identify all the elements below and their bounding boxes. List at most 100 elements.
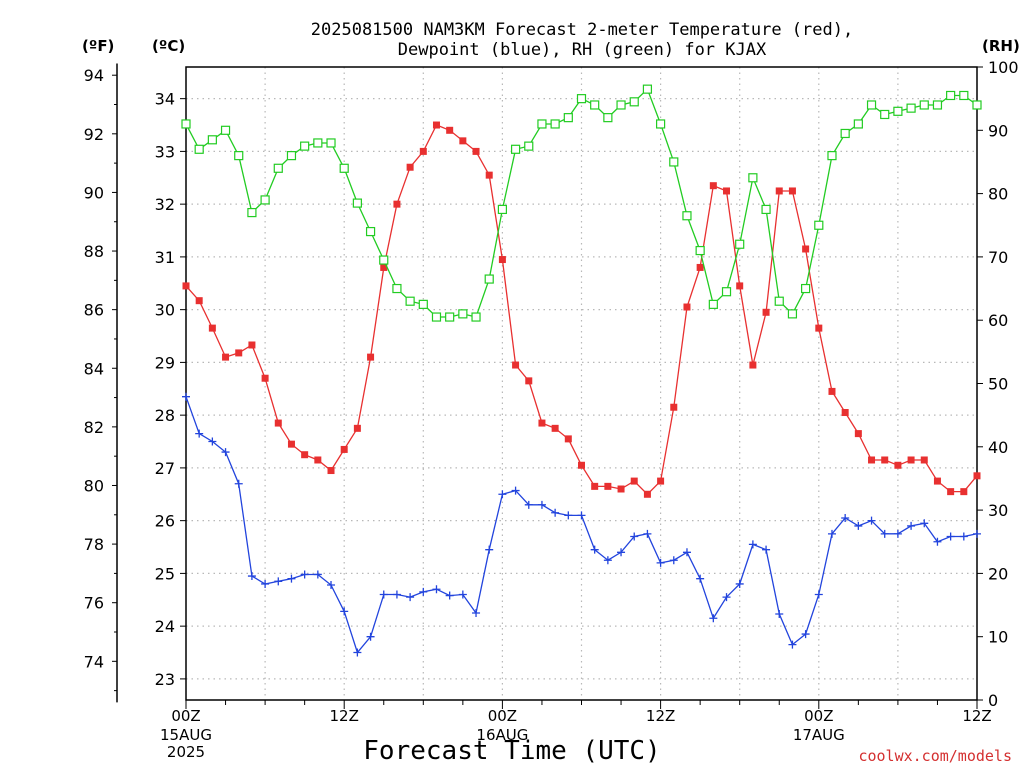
temperature-point xyxy=(723,187,731,195)
dewpoint-point xyxy=(498,490,507,499)
temperature-point xyxy=(960,488,968,496)
rh-point xyxy=(946,90,956,101)
x-tick-label: 12Z xyxy=(962,707,991,725)
dewpoint-point xyxy=(643,529,652,538)
rh-point xyxy=(418,299,428,309)
dewpoint-point xyxy=(195,429,204,438)
rh-point xyxy=(576,94,587,104)
temperature-point xyxy=(525,377,533,385)
temperature-point xyxy=(446,126,454,134)
dewpoint-point xyxy=(709,614,718,623)
temperature-point xyxy=(327,467,335,475)
temperature-point xyxy=(564,435,572,443)
rh-point xyxy=(273,163,283,173)
rh-point xyxy=(234,151,244,161)
dewpoint-point xyxy=(419,587,428,596)
x-date-label: 17AUG xyxy=(793,726,845,744)
rh-tick-label: 50 xyxy=(988,375,1008,394)
x-tick-label: 12Z xyxy=(646,707,675,725)
dewpoint-point xyxy=(669,556,678,565)
temperature-point xyxy=(485,171,493,179)
temperature-point xyxy=(472,147,480,155)
rh-tick-label: 60 xyxy=(988,311,1008,330)
temperature-point xyxy=(788,187,796,195)
x-tick-label: 00Z xyxy=(488,707,517,725)
fahrenheit-tick-label: 78 xyxy=(84,535,104,554)
rh-point xyxy=(313,138,323,148)
temperature-point xyxy=(907,456,915,464)
celsius-tick-label: 29 xyxy=(155,353,175,372)
fahrenheit-tick-label: 88 xyxy=(84,242,104,261)
celsius-tick-label: 28 xyxy=(155,406,175,425)
dewpoint-point xyxy=(880,529,889,538)
temperature-point xyxy=(657,477,665,485)
temperature-point xyxy=(775,187,783,195)
x-year-label: 2025 xyxy=(167,743,205,761)
celsius-tick-label: 30 xyxy=(155,301,175,320)
rh-point xyxy=(932,100,943,110)
temperature-point xyxy=(617,485,625,493)
fahrenheit-tick-label: 74 xyxy=(84,652,104,671)
dewpoint-point xyxy=(735,579,744,588)
fahrenheit-tick-label: 76 xyxy=(84,594,104,613)
temperature-point xyxy=(459,137,467,145)
dewpoint-point xyxy=(682,548,691,557)
temperature-point xyxy=(643,490,651,498)
temperature-point xyxy=(947,488,955,496)
celsius-tick-label: 34 xyxy=(155,90,175,109)
rh-point xyxy=(840,128,850,139)
rh-point xyxy=(642,84,653,94)
x-date-label: 16AUG xyxy=(476,726,528,744)
dewpoint-point xyxy=(696,574,705,583)
rh-point xyxy=(379,255,389,265)
celsius-tick-label: 24 xyxy=(155,617,175,636)
rh-point xyxy=(550,119,560,129)
dewpoint-point xyxy=(182,392,190,401)
rh-point xyxy=(735,239,745,249)
temperature-point xyxy=(696,263,704,271)
fahrenheit-tick-label: 90 xyxy=(84,183,104,202)
fahrenheit-tick-label: 92 xyxy=(84,125,104,144)
dewpoint-point xyxy=(762,545,771,554)
dewpoint-point xyxy=(841,514,850,523)
dewpoint-point xyxy=(208,437,217,446)
rh-point xyxy=(286,151,297,161)
dewpoint-point xyxy=(392,590,401,599)
dewpoint-point xyxy=(564,511,573,520)
rh-point xyxy=(471,312,481,322)
temperature-point xyxy=(828,387,836,395)
temperature-point xyxy=(736,282,744,290)
temperature-point xyxy=(182,282,190,290)
temperature-point xyxy=(419,147,427,155)
rh-point xyxy=(392,283,402,294)
dewpoint-point xyxy=(893,529,902,538)
temperature-point xyxy=(933,477,941,485)
dewpoint-point xyxy=(313,570,322,579)
dewpoint-point xyxy=(577,511,586,520)
temperature-point xyxy=(854,430,862,438)
rh-point xyxy=(431,312,442,322)
temperature-point xyxy=(683,303,691,311)
rh-point xyxy=(629,97,639,107)
temperature-point xyxy=(406,163,414,171)
temperature-point xyxy=(630,477,638,485)
dewpoint-point xyxy=(946,532,955,541)
dewpoint-point xyxy=(340,607,349,616)
temperature-point xyxy=(340,445,348,453)
unit-celsius-label: (ºC) xyxy=(152,37,185,55)
rh-point xyxy=(748,173,758,183)
fahrenheit-tick-label: 94 xyxy=(84,66,104,85)
grid-lines xyxy=(186,67,977,700)
temperature-point xyxy=(604,482,612,490)
celsius-tick-label: 33 xyxy=(155,142,175,161)
rh-point xyxy=(207,135,217,145)
temperature-point xyxy=(578,461,585,469)
celsius-tick-label: 26 xyxy=(155,512,175,531)
x-tick-label: 12Z xyxy=(330,707,359,725)
temperature-point xyxy=(380,263,388,271)
rh-point xyxy=(194,144,204,154)
temperature-point xyxy=(551,424,559,432)
dewpoint-point xyxy=(458,590,467,599)
temperature-point xyxy=(393,200,401,208)
